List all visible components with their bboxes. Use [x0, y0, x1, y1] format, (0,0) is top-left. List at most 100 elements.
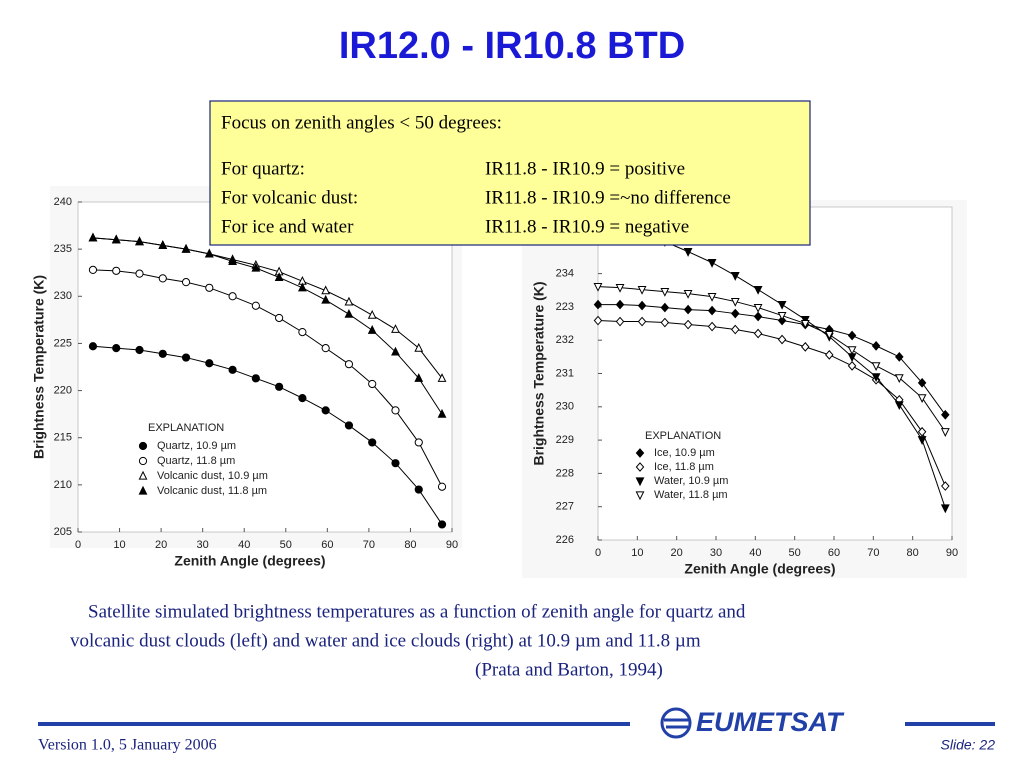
legend-title: EXPLANATION [148, 422, 224, 434]
marker [941, 481, 950, 491]
legend-marker [138, 485, 148, 495]
marker [637, 316, 647, 327]
x-tick-label: 60 [321, 539, 333, 551]
y-tick-label: 235 [54, 243, 72, 255]
legend-marker [635, 448, 645, 458]
x-tick-label: 20 [671, 547, 683, 559]
marker [777, 334, 787, 345]
marker [683, 319, 693, 330]
marker [917, 394, 927, 404]
logo: EUMETSAT [660, 707, 845, 739]
y-tick-label: 210 [54, 479, 72, 491]
marker [135, 269, 144, 278]
legend: EXPLANATION Quartz, 10.9 µm Quartz, 11.8 µ… [138, 422, 268, 497]
x-tick-label: 70 [363, 539, 375, 551]
legend-label: Quartz, 10.9 µm [157, 440, 236, 452]
marker [615, 283, 625, 293]
marker [344, 360, 354, 369]
marker [298, 394, 307, 403]
marker [158, 240, 168, 249]
legend-label: Water, 10.9 µm [654, 475, 728, 487]
legend-label: Ice, 10.9 µm [654, 447, 715, 459]
legend-label: Quartz, 11.8 µm [157, 455, 235, 467]
x-tick-label: 10 [113, 539, 125, 551]
legend-label: Water, 11.8 µm [654, 489, 728, 501]
note-background [209, 100, 811, 246]
marker [158, 349, 167, 358]
note-box: Focus on zenith angles < 50 degrees: For… [209, 100, 811, 246]
legend-marker [635, 491, 645, 501]
chart: 205 210 215 220 225 230 235 240 0 10 20 30 40 50 60 70 8… [31, 196, 458, 569]
y-tick-label: 230 [556, 401, 574, 413]
marker [414, 438, 423, 447]
slide-number: Slide: 22 [941, 737, 996, 753]
x-tick-label: 20 [155, 539, 167, 551]
marker [275, 313, 284, 323]
marker [660, 302, 670, 313]
y-tick-label: 223 [556, 301, 574, 313]
marker [228, 292, 237, 301]
version: Version 1.0, 5 January 2006 [38, 737, 217, 754]
x-tick-label: 0 [595, 547, 601, 559]
x-tick-label: 90 [946, 547, 958, 559]
series-line [597, 286, 946, 433]
note-value: IR11.8 - IR10.9 =~no difference [485, 187, 731, 208]
marker [917, 436, 927, 445]
legend-marker [635, 462, 645, 472]
y-axis-title: Brightness Temperature (K) [531, 281, 547, 465]
y-tick-label: 228 [556, 467, 574, 479]
marker [847, 360, 857, 371]
marker [414, 373, 424, 382]
marker [251, 262, 261, 272]
y-tick-label: 234 [556, 268, 574, 280]
marker [88, 232, 98, 242]
marker [637, 300, 647, 311]
marker [895, 351, 904, 362]
marker [894, 401, 904, 411]
marker [391, 346, 400, 356]
x-tick-label: 10 [631, 547, 643, 559]
marker [871, 341, 881, 351]
marker [615, 299, 625, 310]
marker [941, 409, 950, 420]
marker [637, 285, 647, 295]
marker [871, 362, 881, 372]
marker [344, 308, 354, 318]
x-axis-title: Zenith Angle (degrees) [174, 553, 325, 569]
marker [731, 308, 740, 319]
marker [847, 346, 857, 356]
logo-icon [664, 718, 690, 729]
marker [683, 248, 693, 257]
marker [825, 349, 834, 360]
marker [940, 428, 950, 437]
chart: 226 227 228 229 230 231 232 223 234 0 10 20 30 40 50 60… [531, 206, 958, 577]
series-line [92, 269, 443, 487]
marker [367, 325, 377, 334]
y-tick-label: 240 [54, 196, 72, 208]
note-label: For volcanic dust: [221, 187, 358, 208]
marker [777, 300, 787, 310]
marker [344, 296, 354, 306]
marker [593, 282, 603, 292]
marker [660, 317, 670, 328]
marker [707, 292, 717, 302]
x-tick-label: 70 [867, 547, 879, 559]
note-label: For ice and water [221, 216, 354, 237]
marker [321, 344, 330, 353]
marker [275, 382, 284, 391]
y-tick-label: 225 [54, 337, 72, 349]
marker [917, 426, 927, 437]
marker [437, 373, 447, 382]
marker [753, 303, 763, 313]
marker [437, 520, 447, 529]
x-tick-label: 80 [404, 539, 416, 551]
marker [414, 485, 423, 494]
plot-frame [77, 201, 453, 533]
marker [753, 311, 763, 322]
y-tick-label: 215 [54, 432, 72, 444]
marker [683, 304, 693, 315]
marker [917, 377, 927, 388]
marker [321, 406, 330, 415]
x-tick-label: 90 [446, 539, 458, 551]
logo-icon [660, 707, 692, 739]
